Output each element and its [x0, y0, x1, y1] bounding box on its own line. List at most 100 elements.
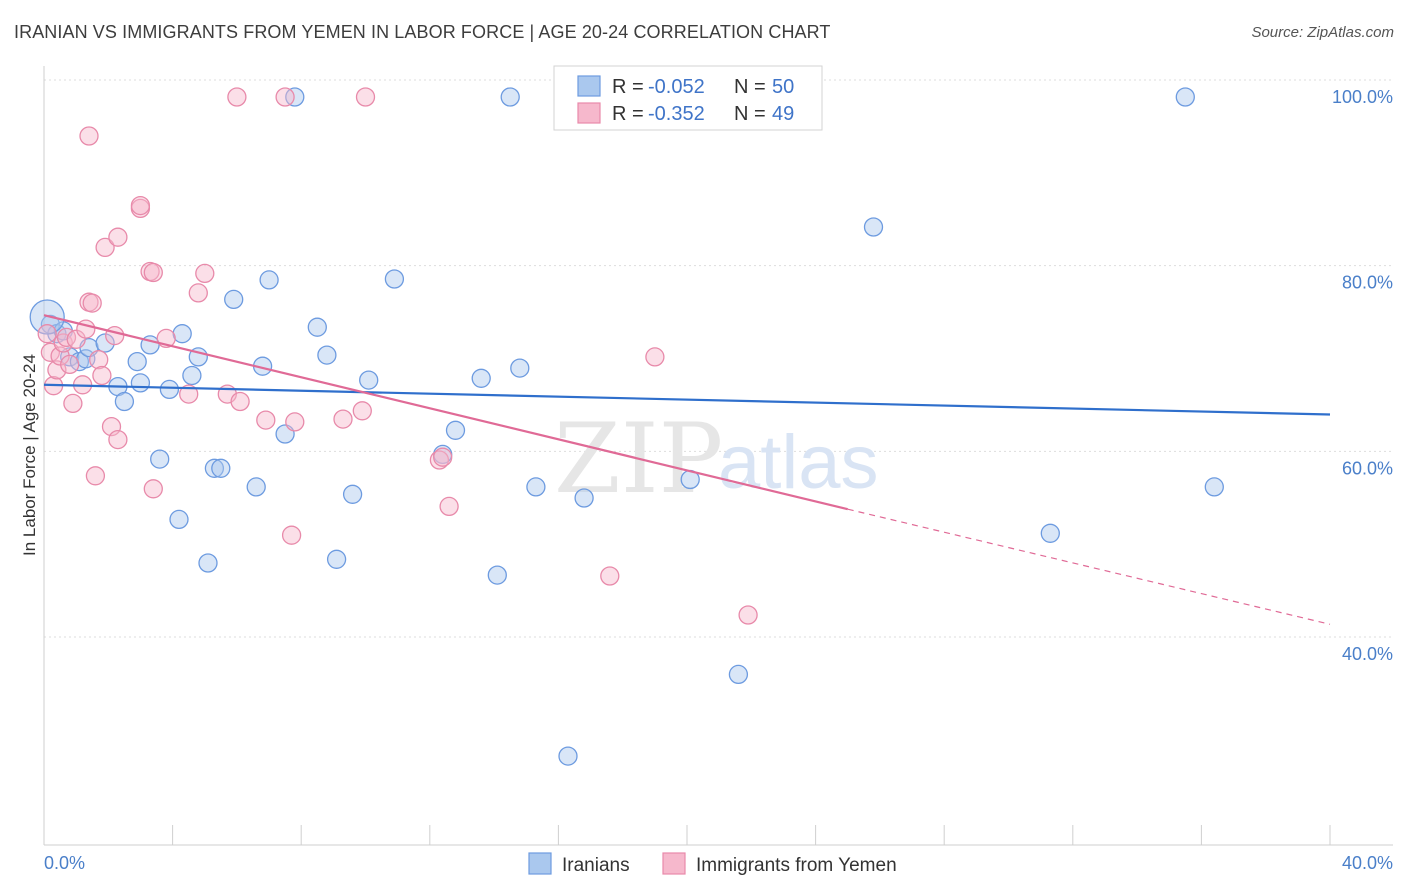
yemen-point-33: [227, 87, 247, 107]
iranians-point-14: [159, 379, 180, 400]
yemen-point-30: [188, 283, 208, 303]
iranians-point-9: [114, 391, 135, 412]
iranians-point-49: [1204, 477, 1224, 497]
iranians-point-46: [863, 217, 884, 237]
bottom-legend-yemen: Immigrants from Yemen: [696, 855, 897, 876]
yemen-point-12: [79, 126, 99, 146]
legend-n-label-2: N =: [734, 103, 766, 125]
iranians-point-39: [510, 358, 530, 378]
bottom-legend-swatch-iranians: [528, 852, 552, 875]
yemen-point-47: [433, 447, 453, 467]
legend-n-value-2: 49: [772, 103, 794, 125]
yemen-point-9: [66, 329, 86, 349]
y-tick-labels: 40.0% 60.0% 80.0% 100.0%: [1332, 87, 1393, 664]
legend-r-value-2: -0.352: [648, 103, 705, 125]
iranians-point-22: [224, 289, 244, 310]
yemen-point-8: [63, 393, 83, 414]
iranians-point-13: [150, 449, 170, 469]
yemen-point-7: [60, 354, 80, 375]
yemen-point-38: [285, 412, 305, 432]
iranians-point-25: [259, 270, 279, 290]
yemen-point-42: [439, 496, 459, 517]
trend-lines: [43, 314, 1331, 625]
yemen-point-39: [333, 409, 353, 429]
x-tick-label-min: 0.0%: [44, 853, 85, 873]
y-axis-title: In Labor Force | Age 20-24: [20, 354, 39, 556]
yemen-point-16: [89, 350, 109, 370]
yemen-point-1: [40, 342, 61, 362]
iranians-point-41: [558, 746, 578, 766]
yemen-point-14: [82, 293, 102, 313]
yemen-point-36: [275, 87, 295, 107]
iranians-point-32: [359, 370, 379, 390]
iranians-point-37: [487, 565, 507, 585]
yemen-point-31: [195, 263, 215, 284]
iranians-point-7: [95, 333, 115, 353]
iranians-point-21: [211, 458, 231, 478]
legend-r-label-2: R =: [612, 103, 644, 125]
yemen-point-0: [37, 324, 57, 344]
iranians-point-19: [198, 553, 218, 573]
x-tick-label-max: 40.0%: [1342, 853, 1393, 873]
yemen-point-35: [256, 410, 276, 430]
yemen-trend-extension: [847, 508, 1331, 625]
yemen-trend-line: [43, 314, 849, 511]
legend-r-label-1: R =: [612, 76, 644, 98]
bottom-legend-iranians: Iranians: [562, 855, 630, 876]
iranians-point-47: [1040, 523, 1060, 543]
yemen-point-34: [230, 391, 250, 412]
chart-title: IRANIAN VS IMMIGRANTS FROM YEMEN IN LABO…: [14, 22, 831, 42]
yemen-points: [37, 87, 758, 625]
iranians-point-40: [526, 477, 546, 497]
yemen-point-43: [600, 566, 620, 586]
x-ticks: [43, 825, 1331, 845]
yemen-point-46: [738, 605, 758, 625]
iranians-point-10: [127, 351, 147, 372]
iranians-point-42: [574, 488, 594, 508]
iranians-point-18: [182, 365, 202, 386]
iranians-point-29: [317, 345, 337, 365]
yemen-point-27: [143, 479, 163, 499]
yemen-point-48: [352, 401, 372, 421]
y-tick-label-80: 80.0%: [1342, 273, 1393, 293]
yemen-point-29: [179, 384, 199, 404]
yemen-point-21: [108, 429, 128, 450]
watermark: ZIP atlas: [554, 403, 879, 515]
iranians-point-31: [342, 484, 363, 504]
iranians-point-15: [169, 509, 189, 530]
yemen-point-20: [105, 325, 125, 346]
legend-n-value-1: 50: [772, 76, 794, 98]
bottom-legend: Iranians Immigrants from Yemen: [528, 852, 897, 876]
iranians-point-23: [246, 477, 266, 497]
yemen-point-17: [92, 365, 112, 386]
legend-swatch-yemen: [577, 102, 601, 124]
yemen-point-24: [130, 195, 151, 216]
iranians-point-38: [500, 87, 520, 107]
yemen-point-40: [355, 87, 376, 107]
yemen-point-37: [281, 525, 302, 545]
iranians-point-28: [307, 317, 327, 337]
yemen-point-6: [56, 327, 77, 348]
iranians-point-30: [326, 549, 347, 569]
watermark-atlas: atlas: [718, 420, 879, 505]
yemen-point-26: [143, 262, 163, 283]
iranians-point-36: [471, 368, 491, 388]
gridlines: [44, 79, 1393, 638]
yemen-point-15: [85, 466, 106, 486]
yemen-point-22: [108, 227, 128, 247]
iranians-point-45: [728, 664, 749, 685]
yemen-point-45: [645, 347, 665, 367]
legend-swatch-iranians: [577, 75, 601, 97]
bottom-legend-swatch-yemen: [662, 852, 686, 875]
iranians-point-11: [130, 373, 151, 393]
axes: [43, 66, 1393, 846]
y-tick-label-40: 40.0%: [1342, 644, 1393, 664]
iranians-point-16: [172, 324, 192, 344]
iranians-point-20: [204, 458, 225, 478]
legend-box: R = -0.052 N = 50 R = -0.352 N = 49: [553, 65, 823, 131]
iranians-point-35: [445, 420, 466, 440]
source-credit: Source: ZipAtlas.com: [1251, 24, 1394, 41]
legend-n-label-1: N =: [734, 76, 766, 98]
iranians-point-27: [285, 87, 305, 107]
